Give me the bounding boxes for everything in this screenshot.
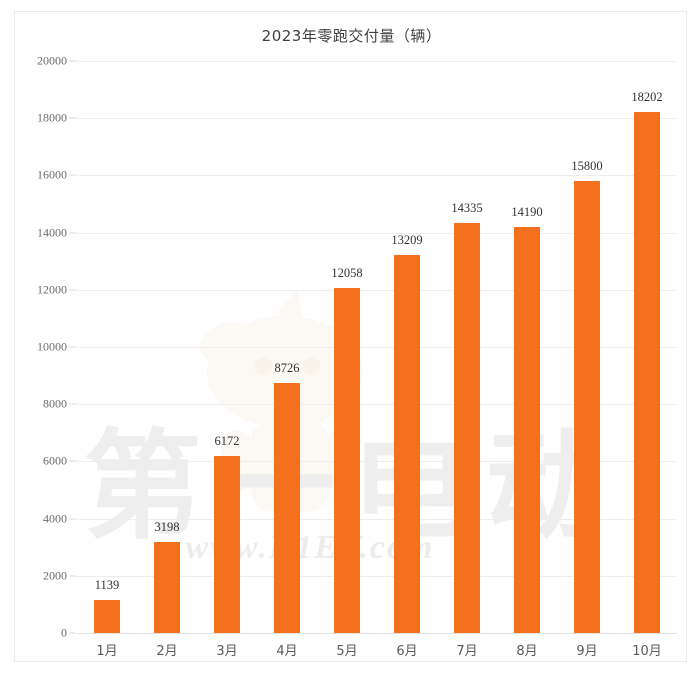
- y-axis-tick-label: 18000: [37, 110, 67, 125]
- y-axis-tick-label: 6000: [43, 453, 67, 468]
- x-axis-tick-label: 3月: [216, 644, 238, 659]
- y-axis-tick-label: 14000: [37, 225, 67, 240]
- x-axis: 1月 2月 3月 4月 5月 6月 7月 8月 9月 10月: [77, 640, 677, 664]
- bar-value-label: 14335: [451, 201, 483, 216]
- bar[interactable]: [214, 456, 240, 633]
- chart-card: 第一电动 www.D1EV.com 2023年零跑交付量（辆） 20000180…: [14, 11, 687, 662]
- y-axis-tick-label: 16000: [37, 167, 67, 182]
- bar[interactable]: [574, 181, 600, 633]
- bar-value-label: 14190: [511, 205, 543, 220]
- x-axis-tick-label: 9月: [576, 644, 598, 659]
- y-axis-tick-label: 0: [61, 625, 67, 640]
- y-axis-tick-mark: [69, 518, 76, 520]
- bar-value-label: 8726: [274, 361, 300, 376]
- y-axis-tick-mark: [69, 232, 76, 234]
- y-axis-tick-mark: [69, 289, 76, 291]
- gridline: [77, 118, 677, 120]
- bar[interactable]: [274, 383, 300, 633]
- bar[interactable]: [634, 112, 660, 633]
- bar-value-label: 12058: [331, 266, 363, 281]
- y-axis: 20000 18000 16000 14000 12000 10000 8000 6000 40…: [15, 54, 77, 640]
- gridline: [77, 461, 677, 463]
- y-axis-tick-mark: [69, 460, 76, 462]
- bar-value-label: 3198: [154, 519, 180, 534]
- y-axis-tick-mark: [69, 60, 76, 62]
- x-axis-tick-label: 6月: [396, 644, 418, 659]
- plot-area: 1139 3198 6172 8726 12058 13209 14335 14190 1580…: [77, 61, 677, 634]
- bar[interactable]: [454, 223, 480, 633]
- y-axis-tick-label: 8000: [43, 396, 67, 411]
- y-axis-tick-mark: [69, 117, 76, 119]
- x-axis-tick-label: 4月: [276, 644, 298, 659]
- gridline: [77, 175, 677, 177]
- gridline: [77, 232, 677, 234]
- x-axis-tick-label: 1月: [96, 644, 118, 659]
- gridline: [77, 347, 677, 348]
- gridline: [77, 633, 677, 634]
- y-axis-tick-mark: [69, 575, 76, 577]
- x-axis-tick-label: 8月: [516, 644, 538, 659]
- y-axis-tick-mark: [69, 632, 76, 634]
- y-axis-tick-label: 10000: [37, 339, 67, 354]
- x-axis-tick-label: 5月: [336, 644, 358, 659]
- bar[interactable]: [334, 288, 360, 633]
- x-axis-tick-label: 7月: [456, 644, 478, 659]
- y-axis-tick-mark: [69, 174, 76, 176]
- gridline: [77, 404, 677, 406]
- bar-value-label: 13209: [391, 233, 423, 248]
- bar-value-label: 15800: [571, 159, 603, 174]
- y-axis-tick-label: 20000: [37, 53, 67, 68]
- gridline: [77, 575, 677, 577]
- chart-title: 2023年零跑交付量（辆）: [261, 27, 442, 45]
- bar-value-label: 18202: [631, 90, 663, 105]
- y-axis-tick-mark: [69, 403, 76, 405]
- bar[interactable]: [94, 600, 120, 633]
- gridline: [77, 289, 677, 291]
- gridline: [77, 61, 677, 62]
- bar[interactable]: [154, 541, 180, 633]
- bar-value-label: 6172: [214, 434, 240, 449]
- x-axis-tick-label: 2月: [156, 644, 178, 659]
- y-axis-tick-mark: [69, 346, 76, 348]
- bar-value-label: 1139: [94, 578, 120, 593]
- x-axis-tick-label: 10月: [632, 644, 662, 659]
- gridline: [77, 518, 677, 520]
- y-axis-tick-label: 4000: [43, 511, 67, 526]
- bar[interactable]: [514, 227, 540, 633]
- y-axis-tick-label: 2000: [43, 568, 67, 583]
- y-axis-tick-label: 12000: [37, 282, 67, 297]
- bar[interactable]: [394, 255, 420, 633]
